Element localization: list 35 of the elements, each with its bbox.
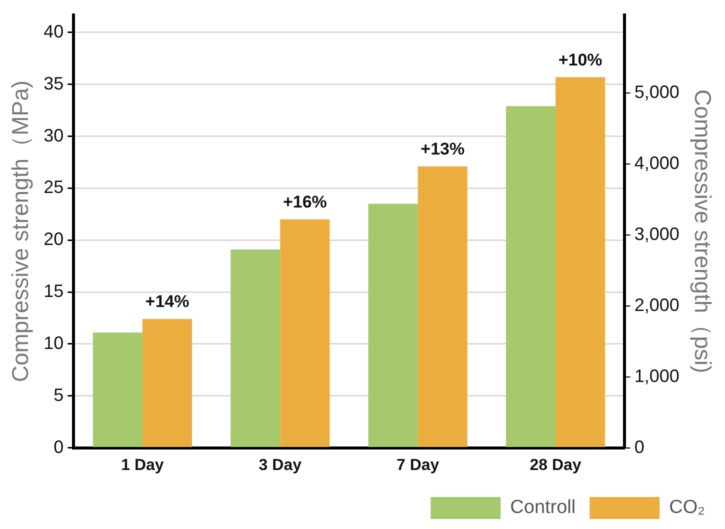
y-tick-label: 15 [44, 281, 64, 302]
y-tick-label: 10 [44, 332, 64, 353]
bar [368, 204, 418, 448]
legend-label: CO₂ [669, 497, 706, 518]
y2-tick-label: 2,000 [634, 294, 680, 315]
bar [92, 332, 142, 448]
y-tick-label: 5 [54, 384, 64, 405]
y-axis-title: Compressive strength（MPa) [7, 80, 34, 382]
x-tick-label: 1 Day [121, 456, 164, 474]
y2-tick-label: 1,000 [634, 366, 680, 386]
y2-tick-label: 4,000 [634, 152, 680, 173]
y2-tick-label: 0 [634, 436, 644, 457]
y-tick-label: 30 [44, 125, 64, 146]
x-tick-label: 3 Day [258, 456, 302, 474]
y2-tick-label: 3,000 [634, 224, 680, 244]
y2-axis-title: Compressive strength（psi) [690, 89, 716, 374]
annotation: +16% [282, 192, 327, 212]
bar [230, 249, 280, 448]
annotation: +14% [145, 292, 190, 312]
annotation: +10% [558, 50, 602, 70]
y-tick-label: 25 [44, 177, 64, 198]
legend-label: Controll [510, 497, 576, 518]
bar [506, 106, 556, 448]
x-tick-label: 28 Day [530, 456, 582, 474]
y-tick-label: 20 [44, 229, 64, 250]
bar [280, 219, 330, 448]
bar [142, 319, 192, 448]
bar [556, 77, 606, 448]
x-tick-label: 7 Day [396, 456, 440, 474]
y-tick-label: 40 [44, 21, 64, 42]
y-tick-label: 0 [54, 436, 64, 457]
bar [418, 166, 468, 448]
annotation: +13% [420, 140, 465, 159]
y-tick-label: 35 [44, 73, 64, 94]
y2-tick-label: 5,000 [634, 82, 680, 102]
